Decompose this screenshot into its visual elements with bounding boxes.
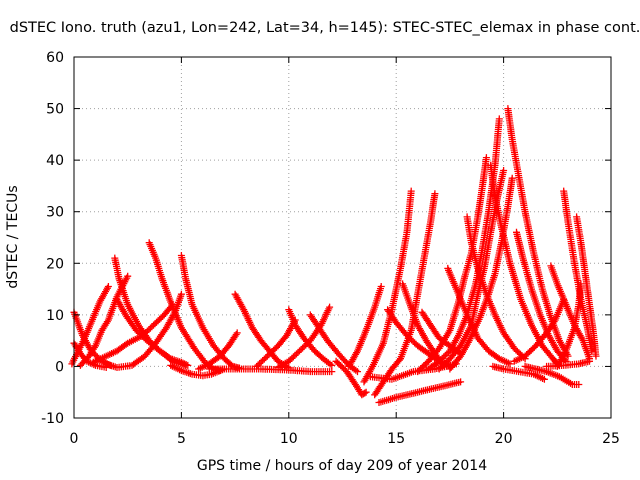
data-point-markers <box>513 228 570 365</box>
x-tick-label: 10 <box>280 431 298 447</box>
data-point-markers <box>177 252 243 372</box>
series-arc <box>177 252 243 372</box>
series-arc <box>360 187 415 386</box>
series-arc <box>435 167 508 373</box>
series-arc <box>510 295 568 365</box>
y-tick-label: 60 <box>46 50 64 66</box>
y-tick-label: 40 <box>46 153 64 169</box>
data-marks <box>68 105 600 406</box>
series-arc <box>543 357 593 370</box>
axis-ticks <box>73 56 612 419</box>
series-arc <box>513 228 570 365</box>
series-arc <box>444 264 514 368</box>
series-arc <box>345 283 385 370</box>
data-point-markers <box>360 187 415 386</box>
data-point-markers <box>435 167 508 373</box>
series-arc <box>274 303 334 371</box>
data-point-markers <box>560 187 596 355</box>
y-tick-labels: -10 0 10 20 30 40 50 60 <box>41 50 64 427</box>
x-tick-label: 0 <box>70 431 79 447</box>
x-axis-label: GPS time / hours of day 209 of year 2014 <box>197 458 487 474</box>
data-point-markers <box>463 213 529 363</box>
series-arc <box>560 187 596 355</box>
y-tick-label: -10 <box>41 411 64 427</box>
data-point-markers <box>543 357 593 370</box>
y-tick-label: 10 <box>46 308 64 324</box>
data-point-markers <box>487 161 561 368</box>
data-point-markers <box>510 295 568 365</box>
data-point-markers <box>195 329 241 373</box>
series-arc <box>521 362 583 388</box>
series-arc <box>332 357 370 399</box>
data-point-markers <box>231 290 293 372</box>
series-arc <box>89 301 177 366</box>
series-arc <box>102 290 185 371</box>
y-tick-label: 50 <box>46 102 64 118</box>
data-point-markers <box>414 154 490 376</box>
data-point-markers <box>89 301 177 366</box>
data-point-markers <box>547 262 593 363</box>
data-point-markers <box>102 290 185 371</box>
data-point-markers <box>444 264 514 368</box>
data-point-markers <box>489 362 548 383</box>
x-tick-label: 20 <box>495 431 513 447</box>
x-tick-label: 25 <box>602 431 620 447</box>
chart-title: dSTEC Iono. truth (azu1, Lon=242, Lat=34… <box>10 20 640 36</box>
data-point-markers <box>521 362 583 388</box>
series-arc <box>573 213 600 360</box>
x-tick-label: 5 <box>177 431 186 447</box>
data-point-markers <box>399 280 447 369</box>
y-axis-label: dSTEC / TECUs <box>5 185 21 288</box>
series-arc <box>414 154 490 376</box>
series-arc <box>375 378 465 406</box>
series-arc <box>195 329 241 373</box>
series-arc <box>399 280 447 369</box>
x-tick-label: 15 <box>387 431 405 447</box>
series-arc <box>167 361 228 380</box>
data-point-markers <box>68 283 112 368</box>
data-point-markers <box>573 213 600 360</box>
x-tick-labels: 0 5 10 15 20 25 <box>70 431 620 447</box>
data-point-markers <box>274 303 334 371</box>
data-point-markers <box>332 357 370 399</box>
y-tick-label: 20 <box>46 256 64 272</box>
series-arc <box>463 213 529 363</box>
y-tick-label: 30 <box>46 205 64 221</box>
plot-frame <box>73 56 612 419</box>
series-arc <box>487 161 561 368</box>
series-arc <box>547 262 593 363</box>
data-point-markers <box>167 361 228 380</box>
series-arc <box>231 290 293 372</box>
data-point-markers <box>345 283 385 370</box>
y-tick-label: 0 <box>55 359 64 375</box>
data-point-markers <box>504 105 572 360</box>
series-arc <box>489 362 548 383</box>
data-point-markers <box>375 378 465 406</box>
series-arc <box>68 283 112 368</box>
series-arc <box>504 105 572 360</box>
